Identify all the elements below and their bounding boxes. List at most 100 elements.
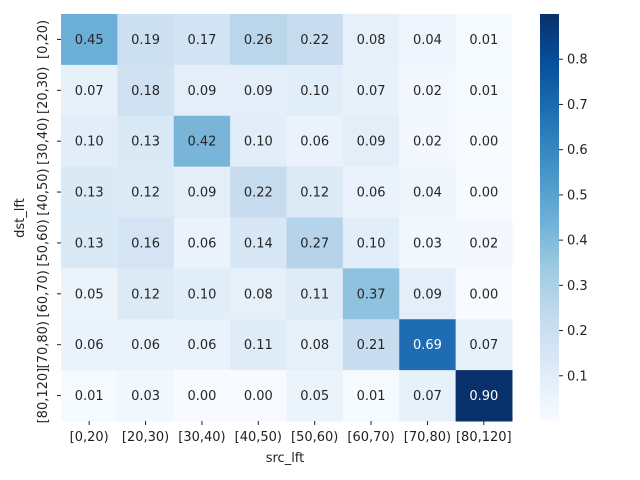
y-tick-label: [70,80): [36, 321, 51, 368]
cell-value-label: 0.04: [413, 33, 442, 48]
cell-value-label: 0.00: [469, 287, 498, 302]
heatmap-cell: [342, 166, 400, 218]
heatmap-cell: [117, 14, 175, 66]
heatmap-cell: [173, 268, 231, 320]
heatmap-cell: [342, 115, 400, 168]
cell-value-label: 0.08: [244, 287, 273, 302]
heatmap-cell: [230, 370, 287, 422]
heatmap-cell: [173, 14, 231, 66]
heatmap-cell: [230, 166, 287, 218]
x-tick-label: [70,80): [404, 430, 451, 445]
cell-value-label: 0.07: [413, 389, 442, 404]
cell-value-label: 0.01: [75, 389, 104, 404]
heatmap-cell: [399, 64, 457, 117]
cell-value-label: 0.03: [413, 236, 442, 251]
heatmap-cell: [230, 115, 287, 168]
colorbar-tick-label: 0.6: [567, 143, 588, 158]
heatmap-cell: [286, 370, 344, 422]
cell-value-label: 0.12: [131, 186, 160, 201]
cell-value-label: 0.08: [357, 33, 386, 48]
cell-value-label: 0.09: [413, 287, 442, 302]
cell-value-label: 0.07: [75, 84, 104, 99]
cell-value-labels: 0.45 0.19 0.17 0.26 0.22 0.08 0.04 0.01 0.07 0.18…: [75, 33, 499, 404]
heatmap-cell: [286, 14, 344, 66]
cell-value-label: 0.12: [131, 287, 160, 302]
cell-value-label: 0.05: [300, 389, 329, 404]
y-tick-label: [40,50): [36, 168, 51, 215]
y-tick-label: [60,70): [36, 270, 51, 317]
y-tick-label: [0,20): [36, 20, 51, 59]
cell-value-label: 0.08: [300, 338, 329, 353]
x-tick-label: [20,30): [122, 430, 169, 445]
cell-value-label: 0.45: [75, 33, 104, 48]
heatmap-cell: [455, 64, 513, 117]
heatmap-cell: [286, 166, 344, 218]
cell-value-label: 0.06: [300, 135, 329, 150]
heatmap-cell: [117, 115, 175, 168]
cell-value-label: 0.18: [131, 84, 160, 99]
cell-value-label: 0.11: [300, 287, 329, 302]
heatmap-cell: [455, 319, 513, 371]
cell-value-label: 0.21: [357, 338, 386, 353]
heatmap-cell: [117, 166, 175, 218]
heatmap-cell: [173, 319, 231, 371]
cell-value-label: 0.10: [187, 287, 216, 302]
y-tick-label: [30,40): [36, 118, 51, 165]
heatmap-cell: [173, 370, 231, 422]
cell-value-label: 0.13: [131, 135, 160, 150]
cell-value-label: 0.37: [357, 287, 386, 302]
cell-value-label: 0.06: [75, 338, 104, 353]
cell-value-label: 0.09: [244, 84, 273, 99]
cell-value-label: 0.17: [187, 33, 216, 48]
heatmap-cell: [117, 64, 175, 117]
cell-value-label: 0.19: [131, 33, 160, 48]
heatmap-cell: [455, 166, 513, 218]
heatmap-cell: [399, 217, 457, 269]
cell-value-label: 0.00: [469, 135, 498, 150]
y-axis-label: dst_lft: [13, 198, 28, 238]
cell-value-label: 0.07: [357, 84, 386, 99]
heatmap-cell: [455, 217, 513, 269]
cell-value-label: 0.12: [300, 186, 329, 201]
x-tick-label: [30,40): [178, 430, 225, 445]
heatmap-cell: [61, 166, 118, 218]
cell-value-label: 0.09: [357, 135, 386, 150]
x-tick-label: [50,60): [291, 430, 338, 445]
x-tick-label: [0,20): [70, 430, 109, 445]
heatmap-cell: [117, 319, 175, 371]
cell-value-label: 0.06: [187, 338, 216, 353]
cell-value-label: 0.10: [300, 84, 329, 99]
cell-value-label: 0.09: [187, 84, 216, 99]
heatmap-cell: [342, 14, 400, 66]
cell-value-label: 0.06: [131, 338, 160, 353]
heatmap-cell: [286, 217, 344, 269]
heatmap-cell: [173, 217, 231, 269]
colorbar-tick-label: 0.3: [567, 279, 588, 294]
cell-value-label: 0.01: [469, 33, 498, 48]
cell-value-label: 0.13: [75, 186, 104, 201]
heatmap-cell: [117, 370, 175, 422]
heatmap-cell: [61, 319, 118, 371]
cell-value-label: 0.06: [357, 186, 386, 201]
heatmap-cell: [399, 14, 457, 66]
cell-value-label: 0.13: [75, 236, 104, 251]
heatmap-cell: [230, 64, 287, 117]
colorbar-tick-label: 0.7: [567, 98, 588, 113]
heatmap-cell: [230, 268, 287, 320]
colorbar: [540, 14, 559, 421]
heatmap-cell: [286, 115, 344, 168]
colorbar-tick-label: 0.5: [567, 188, 588, 203]
colorbar-tick-label: 0.4: [567, 234, 588, 249]
heatmap-cell: [399, 115, 457, 168]
cell-value-label: 0.69: [413, 338, 442, 353]
heatmap-cell: [455, 14, 513, 66]
cell-value-label: 0.04: [413, 186, 442, 201]
heatmap-cells: [61, 14, 513, 422]
x-axis-label: src_lft: [266, 451, 305, 466]
colorbar-tick-label: 0.2: [567, 324, 588, 339]
heatmap-cell: [342, 268, 400, 320]
colorbar-tick-label: 0.8: [567, 53, 588, 68]
heatmap-cell: [230, 14, 287, 66]
cell-value-label: 0.22: [244, 186, 273, 201]
x-tick-label: [60,70): [347, 430, 394, 445]
